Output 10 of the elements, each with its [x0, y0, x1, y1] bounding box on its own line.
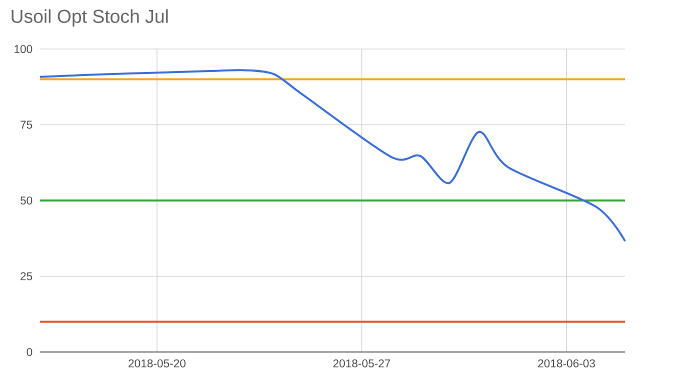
line-series: [39, 69, 626, 242]
x-tick-label: 2018-05-20: [128, 359, 186, 368]
y-tick-label: 75: [20, 120, 32, 129]
y-tick-label: 0: [26, 348, 32, 356]
chart-title: Usoil Opt Stoch Jul: [12, 9, 168, 27]
y-tick-label: 50: [20, 196, 32, 205]
x-tick-label: 2018-06-03: [538, 359, 595, 368]
x-tick-label: 2018-05-27: [333, 359, 390, 368]
y-tick-label: 25: [20, 272, 32, 280]
y-tick-label: 100: [14, 44, 32, 54]
